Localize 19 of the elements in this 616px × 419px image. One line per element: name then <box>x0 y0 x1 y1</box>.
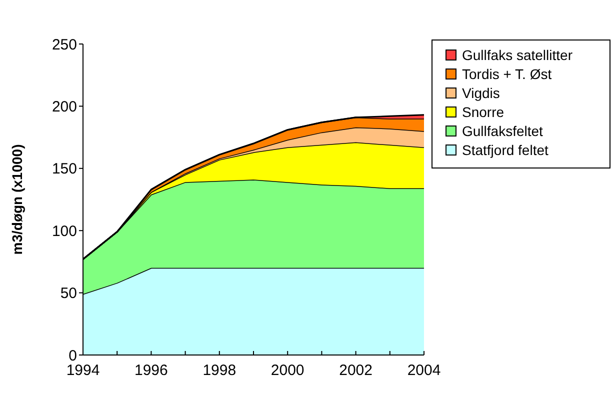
y-tick-label: 150 <box>52 160 77 178</box>
legend-label: Vigdis <box>462 84 500 101</box>
x-tick-label: 2000 <box>270 362 304 379</box>
legend-label: Statfjord feltet <box>462 142 548 158</box>
legend-label: Tordis + T. Øst <box>462 66 552 82</box>
x-tick-label: 2002 <box>339 362 372 379</box>
y-tick-label: 200 <box>52 98 77 116</box>
y-tick-label: 100 <box>52 222 77 240</box>
y-tick-label: 0 <box>68 347 77 364</box>
y-tick-label: 250 <box>52 36 77 54</box>
x-tick-label: 1996 <box>134 362 168 379</box>
y-tick-label: 50 <box>60 285 77 302</box>
legend-label: Gullfaks satellitter <box>462 46 573 63</box>
legend-label: Gullfaksfeltet <box>462 122 544 139</box>
y-axis-title: m3/døgn (x1000) <box>9 144 25 255</box>
x-tick-label: 2004 <box>407 362 441 379</box>
x-tick-label: 1998 <box>202 362 236 379</box>
legend-label: Snorre <box>462 104 504 120</box>
x-tick-label: 1994 <box>66 362 100 379</box>
